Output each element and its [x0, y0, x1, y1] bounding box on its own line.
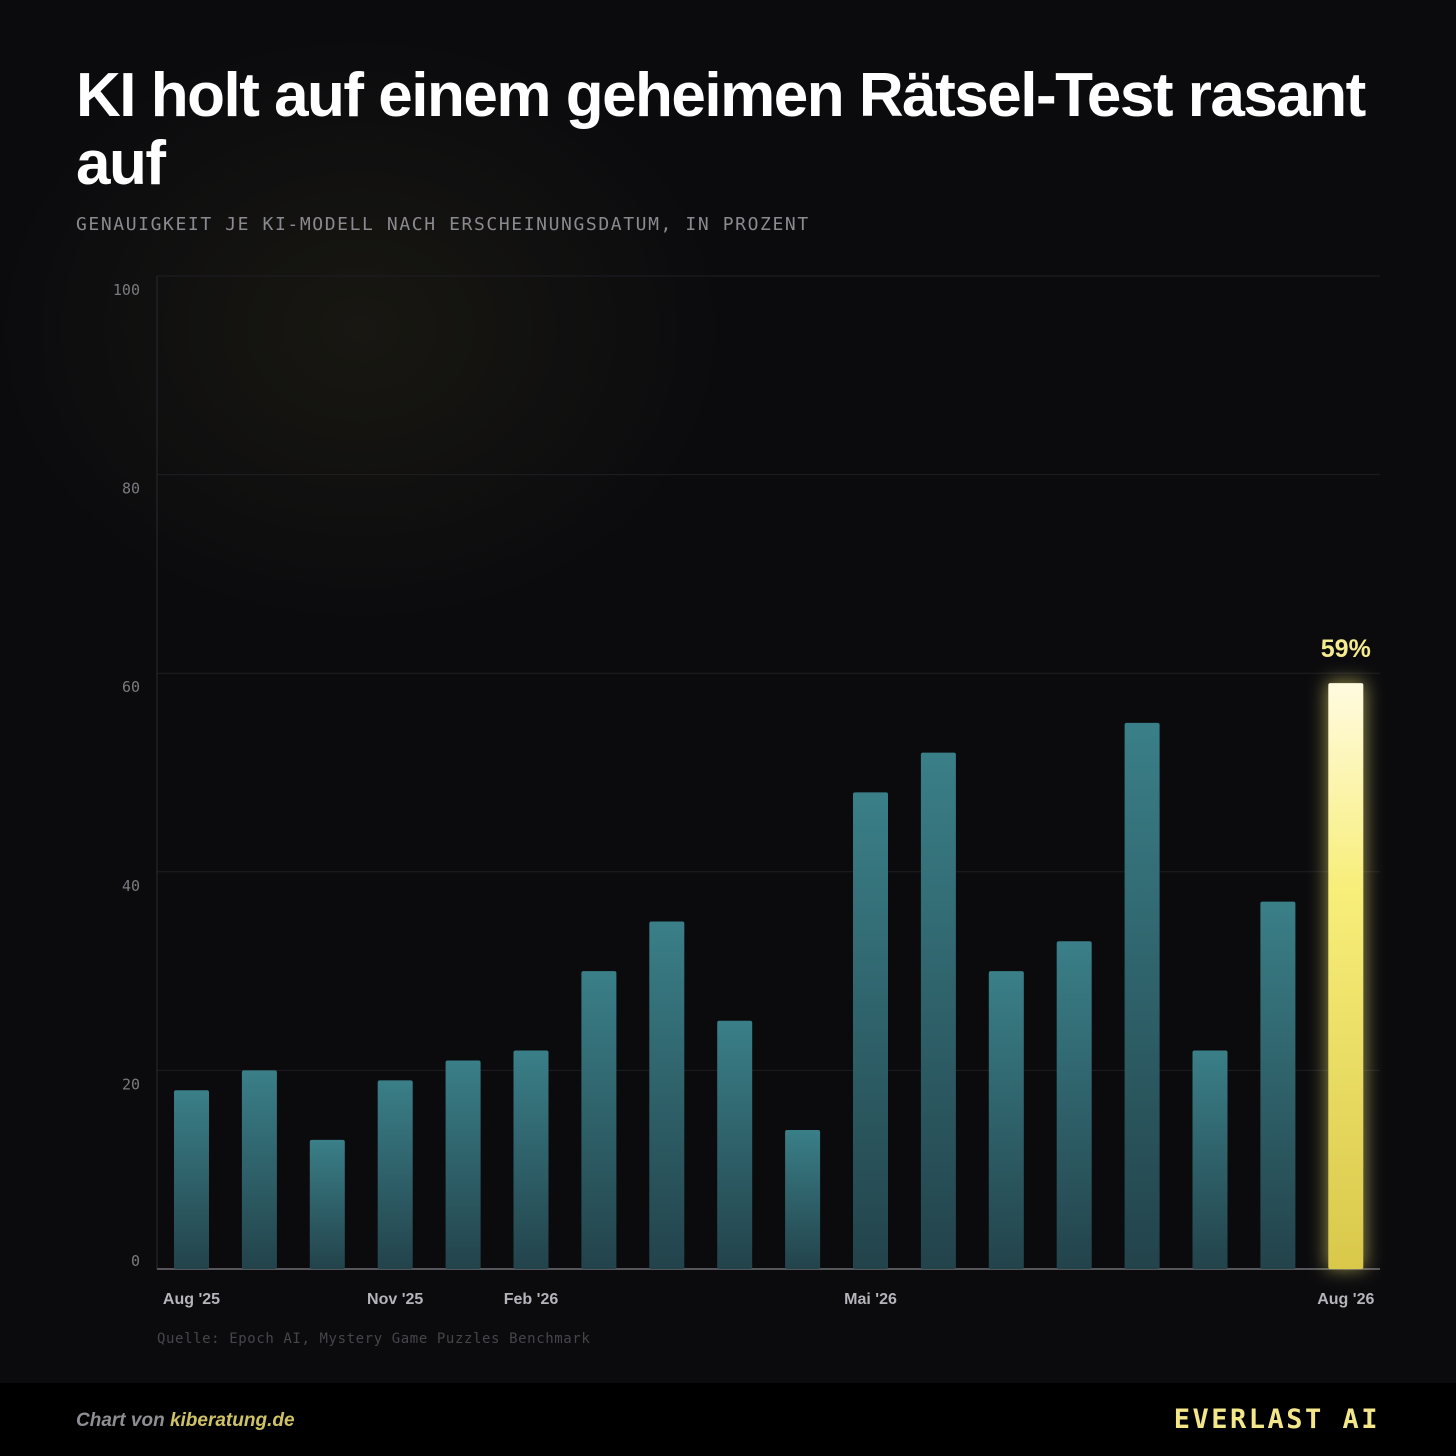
x-tick-label: Aug '25	[163, 1291, 220, 1308]
bar	[785, 1129, 821, 1269]
x-tick-label: Nov '25	[367, 1291, 423, 1308]
source-note: Quelle: Epoch AI, Mystery Game Puzzles B…	[157, 1331, 591, 1347]
bar	[174, 1090, 209, 1269]
y-tick-label: 40	[122, 877, 140, 895]
brand-logo: EVERLAST AI	[1173, 1404, 1380, 1435]
chart-subtitle: GENAUIGKEIT JE KI-MODELL NACH ERSCHEINUN…	[76, 214, 810, 235]
gridlines	[157, 275, 1380, 1071]
highlight-value-label: 59%	[1321, 635, 1371, 663]
x-tick-label: Mai '26	[844, 1291, 897, 1308]
bar	[309, 1139, 345, 1269]
footer-bar: Chart von kiberatung.de EVERLAST AI	[0, 1383, 1456, 1456]
bars	[174, 681, 1366, 1269]
bar	[513, 1050, 549, 1269]
chart-title: KI holt auf einem geheimen Rätsel-Test r…	[76, 61, 1366, 198]
bar	[1056, 941, 1092, 1269]
bar	[377, 1080, 413, 1269]
bar	[988, 971, 1024, 1269]
y-tick-label: 100	[113, 281, 140, 299]
bar	[1124, 722, 1160, 1269]
bar	[581, 971, 617, 1269]
footer-credit: Chart von kiberatung.de	[76, 1410, 295, 1432]
bar	[1260, 901, 1296, 1269]
bar	[920, 752, 956, 1269]
y-tick-label: 0	[131, 1252, 140, 1270]
axes	[156, 276, 1380, 1270]
credit-prefix: Chart von	[76, 1410, 170, 1431]
y-tick-label: 20	[122, 1075, 140, 1093]
bar	[445, 1060, 481, 1269]
highlight-bar	[1328, 683, 1364, 1269]
bar	[717, 1020, 753, 1269]
bar	[1192, 1050, 1228, 1269]
credit-site-link[interactable]: kiberatung.de	[169, 1410, 295, 1431]
bar	[649, 921, 685, 1269]
labels: 0 20 40 60 80 100 59% Aug '25 Nov '25 Feb '26 Mai …	[113, 281, 1375, 1308]
bar	[241, 1070, 277, 1269]
x-tick-label: Aug '26	[1317, 1291, 1374, 1308]
y-tick-label: 80	[122, 480, 140, 498]
y-tick-label: 60	[122, 678, 140, 696]
x-tick-label: Feb '26	[504, 1291, 559, 1308]
bar	[853, 792, 888, 1269]
